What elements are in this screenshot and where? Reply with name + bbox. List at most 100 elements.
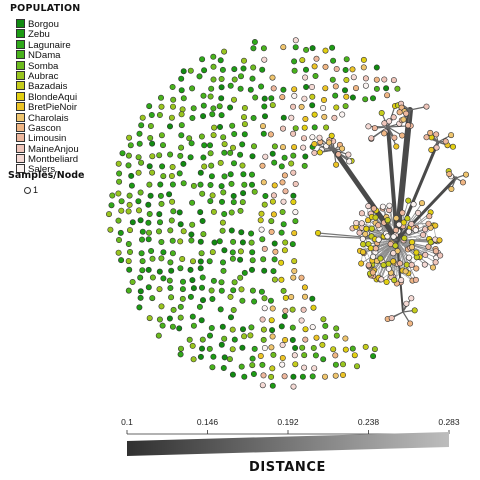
network-node <box>290 199 297 206</box>
network-node <box>238 363 245 370</box>
network-node <box>279 94 286 101</box>
network-node <box>403 110 410 117</box>
network-node <box>298 317 305 324</box>
network-node <box>372 214 379 221</box>
network-node <box>280 86 287 93</box>
network-node <box>237 256 244 263</box>
network-node <box>290 130 297 137</box>
network-node <box>129 278 136 285</box>
network-node <box>269 382 276 389</box>
network-node <box>259 316 266 323</box>
legend-label: Borgou <box>28 19 59 31</box>
network-node <box>208 287 215 294</box>
network-node <box>271 143 278 150</box>
legend-swatch <box>16 143 25 153</box>
network-node <box>316 149 323 156</box>
network-node <box>411 307 418 314</box>
legend-item-gascon: Gascon <box>16 122 80 134</box>
network-node <box>257 217 264 224</box>
network-node <box>239 199 246 206</box>
network-node <box>231 131 238 138</box>
network-node <box>392 242 399 249</box>
network-node <box>404 215 411 222</box>
network-node <box>228 314 235 321</box>
network-node <box>279 125 286 132</box>
network-node <box>198 133 205 140</box>
network-node <box>385 265 392 272</box>
network-node <box>231 76 238 83</box>
network-node <box>270 268 277 275</box>
network-node <box>169 237 176 244</box>
network-node <box>291 86 298 93</box>
network-node <box>313 55 320 62</box>
network-node <box>247 332 254 339</box>
network-node <box>290 169 297 176</box>
network-node <box>342 335 349 342</box>
network-node <box>177 303 184 310</box>
legend-item-bazadais: Bazadais <box>16 81 80 92</box>
network-node <box>209 295 216 302</box>
network-node <box>280 287 287 294</box>
network-node <box>302 66 309 73</box>
network-node <box>137 274 144 281</box>
network-node <box>290 274 297 281</box>
network-node <box>393 143 400 150</box>
network-node <box>187 67 194 74</box>
network-node <box>259 123 266 130</box>
network-node <box>393 215 400 222</box>
network-node <box>241 57 248 64</box>
network-node <box>384 217 391 224</box>
legend-item-aubrac: Aubrac <box>16 70 80 82</box>
network-node <box>279 361 286 368</box>
network-node <box>308 84 315 91</box>
network-node <box>392 227 399 234</box>
network-node <box>360 241 367 248</box>
network-node <box>250 115 257 122</box>
network-node <box>177 351 184 358</box>
network-node <box>220 364 227 371</box>
network-node <box>322 334 329 341</box>
network-node <box>415 209 422 216</box>
network-node <box>137 189 144 196</box>
network-node <box>380 262 387 269</box>
network-node <box>268 228 275 235</box>
network-node <box>280 198 287 205</box>
network-node <box>155 332 162 339</box>
network-node <box>396 109 403 116</box>
network-node <box>209 192 216 199</box>
network-node <box>190 356 197 363</box>
network-node <box>356 229 363 236</box>
network-node <box>292 361 299 368</box>
network-node <box>291 267 298 274</box>
network-node <box>316 134 323 141</box>
network-node <box>311 63 318 70</box>
network-node <box>302 336 309 343</box>
network-node <box>230 238 237 245</box>
network-node <box>365 123 372 130</box>
network-node <box>390 77 397 84</box>
network-node <box>401 235 408 242</box>
network-node <box>269 150 276 157</box>
legend-swatch <box>16 133 25 143</box>
network-node <box>370 205 377 212</box>
network-node <box>221 335 228 342</box>
network-node <box>229 255 236 262</box>
network-node <box>231 160 238 167</box>
network-node <box>408 221 415 228</box>
network-node <box>118 257 125 264</box>
network-node <box>168 114 175 121</box>
network-node <box>137 288 144 295</box>
legend-swatch <box>16 112 25 122</box>
network-node <box>408 295 415 302</box>
network-node <box>329 76 336 83</box>
network-node <box>249 249 256 256</box>
network-node <box>146 181 153 188</box>
network-node <box>226 356 233 363</box>
network-node <box>240 171 247 178</box>
network-node <box>446 171 453 178</box>
network-node <box>311 124 318 131</box>
legend-item-ndama: NDama <box>16 50 80 61</box>
network-node <box>362 75 369 82</box>
network-node <box>427 129 434 136</box>
